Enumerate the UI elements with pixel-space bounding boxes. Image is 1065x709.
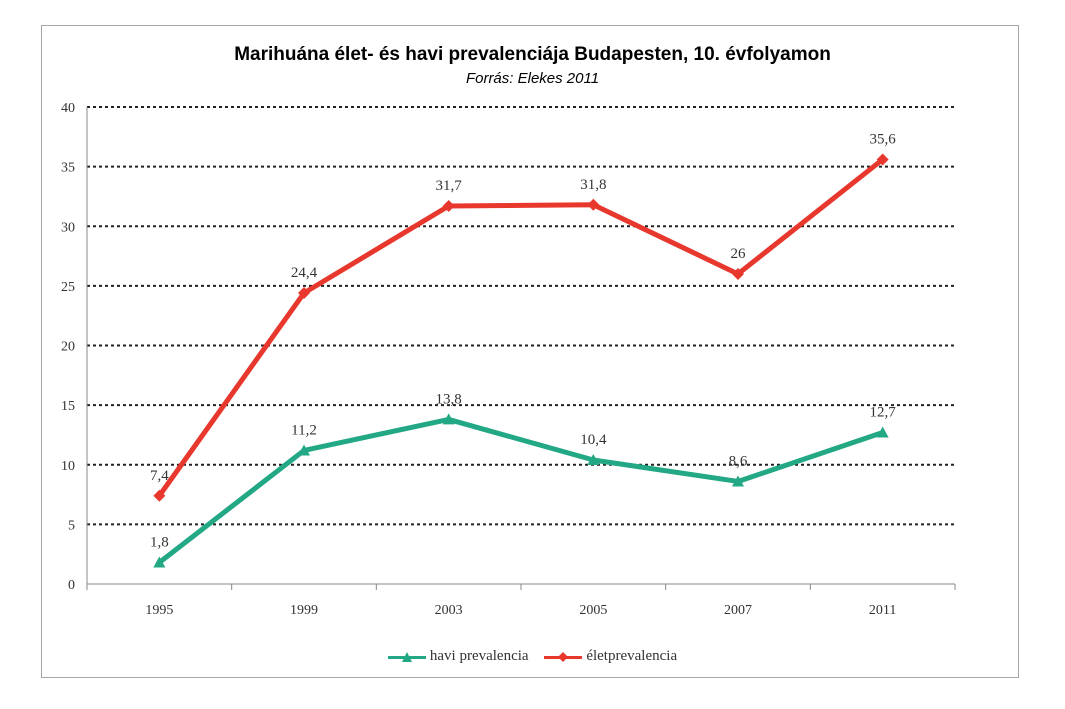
chart-title: Marihuána élet- és havi prevalenciája Bu… [234,44,831,65]
chart-legend: havi prevalencia életprevalencia [0,648,1065,669]
series-1-point-5 [876,153,889,166]
y-tick-label-40: 40 [61,101,75,116]
series-1-point-3 [587,198,600,211]
x-tick-label-2003: 2003 [435,603,463,618]
series-1-label-2: 31,7 [436,178,463,194]
series-1-label-1: 24,4 [291,265,318,281]
series-1-label-5: 35,6 [870,131,897,147]
y-tick-label-0: 0 [68,578,75,593]
y-tick-label-25: 25 [61,280,75,295]
legend-swatch-havi [387,650,426,664]
y-tick-label-15: 15 [61,399,75,414]
x-tick-label-2007: 2007 [724,603,752,618]
series-0-label-1: 11,2 [291,422,317,438]
series-line-0 [157,416,884,565]
legend-item-elet: életprevalencia [544,648,677,665]
series-0-point-0 [153,556,166,568]
series-1-point-2 [442,199,455,212]
series-0-point-2 [442,413,455,425]
x-tick-label-1999: 1999 [290,603,318,618]
series-1-point-1 [298,287,310,300]
x-tick-label-1995: 1995 [145,603,173,618]
series-0-point-5 [876,426,889,438]
legend-label-elet: életprevalencia [586,648,678,664]
series-0-label-2: 13,8 [436,391,462,407]
series-0-point-3 [587,453,600,465]
x-tick-label-2005: 2005 [579,603,607,618]
series-0-point-1 [298,444,310,456]
y-tick-label-20: 20 [61,340,75,355]
series-1-point-0 [153,489,166,502]
series-0-label-0: 1,8 [150,535,169,551]
legend-label-havi: havi prevalencia [429,648,529,664]
y-tick-label-10: 10 [61,459,75,474]
series-1-label-0: 7,4 [150,468,169,484]
chart-frame [41,25,1019,678]
series-1-label-4: 26 [731,246,747,262]
series-0-label-3: 10,4 [580,432,607,448]
legend-item-havi: havi prevalencia [387,648,529,665]
series-1-point-4 [732,267,744,280]
series-0-label-5: 12,7 [870,405,897,421]
y-tick-label-5: 5 [68,518,75,533]
series-0-label-4: 8,6 [729,453,748,469]
chart-subtitle: Forrás: Elekes 2011 [465,70,600,87]
series-1-label-3: 31,8 [580,177,606,193]
y-tick-label-35: 35 [61,161,75,176]
y-tick-label-30: 30 [61,220,75,235]
x-tick-label-2011: 2011 [869,603,896,618]
series-line-1 [157,157,885,498]
series-0-point-4 [732,475,744,487]
legend-swatch-elet [544,650,583,664]
